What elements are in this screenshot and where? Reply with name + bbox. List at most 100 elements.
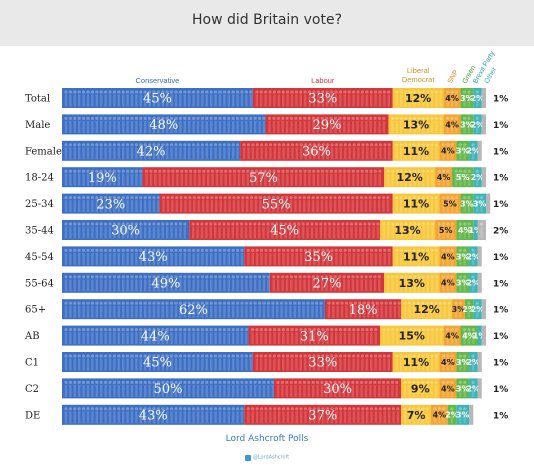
data-label-labour: 45% (270, 224, 299, 239)
data-label-green: 3% (460, 199, 474, 208)
data-label-green: 3% (460, 120, 474, 129)
bar-snp (443, 114, 461, 135)
bar-texture (242, 143, 391, 160)
data-label-snp: 4% (445, 331, 459, 340)
data-label-liberal-democrat: 7% (407, 409, 426, 422)
data-label-green: 3% (456, 252, 470, 261)
data-label-snp: 4% (437, 173, 451, 182)
category-label: Female (25, 146, 62, 157)
data-label-liberal-democrat: 12% (413, 303, 439, 316)
bar-snp (452, 299, 465, 320)
data-label-liberal-democrat: 12% (405, 92, 431, 105)
data-label-liberal-democrat: 9% (411, 382, 430, 395)
bar-labour (142, 167, 385, 188)
data-label-brexit-party: 1% (473, 331, 487, 340)
bar-other (486, 193, 491, 214)
bar-texture (64, 222, 187, 239)
category-label: 25-34 (25, 199, 54, 210)
bar-texture (458, 222, 471, 239)
bar-texture (441, 354, 454, 371)
data-label-labour: 33% (308, 92, 337, 107)
bar-liberal-democrat (401, 404, 431, 425)
bar-texture (255, 354, 391, 371)
bar-texture (475, 116, 479, 133)
twitter-icon (244, 454, 251, 461)
bar-texture (246, 248, 391, 265)
bar-texture (395, 143, 438, 160)
data-label-labour: 29% (313, 118, 342, 133)
bar-texture (458, 248, 467, 265)
bar-brexit-party (473, 114, 482, 135)
chart-title: How did Britain vote? (191, 12, 343, 28)
data-label-snp: 4% (441, 279, 455, 288)
bar-green (460, 325, 478, 346)
bar-brexit-party (456, 404, 470, 425)
bar-snp (439, 246, 457, 267)
data-label-snp: 4% (445, 120, 459, 129)
bar-green (456, 378, 470, 399)
bar-other (481, 325, 486, 346)
category-label: 65+ (25, 305, 46, 316)
data-label-green: 3% (460, 94, 474, 103)
bar-labour (244, 404, 402, 425)
bar-texture (441, 275, 454, 292)
bar-texture (479, 222, 484, 239)
bar-liberal-democrat (388, 114, 444, 135)
data-label-liberal-democrat: 13% (399, 277, 425, 290)
data-label-conservative: 48% (149, 118, 178, 133)
data-label-other: 1% (493, 174, 508, 184)
bar-texture (475, 196, 484, 213)
category-label: AB (24, 331, 40, 342)
data-label-other: 1% (493, 385, 508, 395)
data-label-other: 2% (493, 227, 508, 237)
bar-liberal-democrat (392, 352, 440, 372)
bar-texture (471, 275, 475, 292)
footer-handle-row: @LordAshcroft (0, 447, 534, 466)
bar-texture (462, 90, 471, 107)
bar-conservative (62, 299, 325, 320)
bar-snp (435, 220, 457, 240)
data-label-labour: 37% (308, 408, 337, 423)
data-label-labour: 31% (300, 329, 329, 344)
bar-texture (462, 196, 471, 213)
data-label-brexit-party: 2% (466, 147, 480, 156)
bar-labour (244, 246, 393, 267)
bar-texture (454, 169, 471, 186)
data-label-labour: 35% (304, 250, 333, 265)
data-label-snp: 5% (443, 199, 457, 208)
bar-texture (403, 301, 451, 318)
data-label-labour: 18% (349, 303, 378, 318)
bar-texture (144, 169, 382, 186)
data-label-conservative: 62% (179, 303, 208, 318)
bar-texture (191, 222, 380, 239)
data-label-conservative: 45% (143, 356, 172, 371)
bar-texture (395, 354, 438, 371)
bar-green (456, 352, 470, 372)
data-label-brexit-party: 2% (471, 120, 485, 129)
chart-row-25-34: 25-34 23% 55% 11% 5% 3% 3% 1% (25, 193, 508, 214)
chart-row-c1: C1 45% 33% 11% 4% 3%2% 1% (25, 352, 508, 372)
bar-texture (450, 407, 454, 424)
bar-texture (395, 248, 438, 265)
header-label-conservative: Conservative (136, 76, 180, 85)
bar-liberal-democrat (384, 167, 436, 188)
data-label-snp: 4% (445, 94, 459, 103)
bar-labour (189, 220, 380, 240)
bar-other (477, 246, 482, 267)
bar-conservative (62, 193, 160, 214)
bar-texture (458, 354, 467, 371)
category-label: C1 (25, 358, 39, 369)
bar-labour (269, 272, 385, 293)
data-label-other: 1% (493, 332, 508, 342)
data-label-conservative: 19% (88, 171, 117, 186)
bar-liberal-democrat (380, 220, 436, 240)
bar-texture (458, 407, 467, 424)
bar-labour (252, 88, 393, 108)
bar-green (464, 299, 474, 320)
data-label-conservative: 44% (141, 329, 170, 344)
bar-texture (462, 328, 475, 345)
bar-conservative (62, 325, 249, 346)
data-label-labour: 30% (323, 382, 352, 397)
bar-labour (252, 352, 393, 372)
